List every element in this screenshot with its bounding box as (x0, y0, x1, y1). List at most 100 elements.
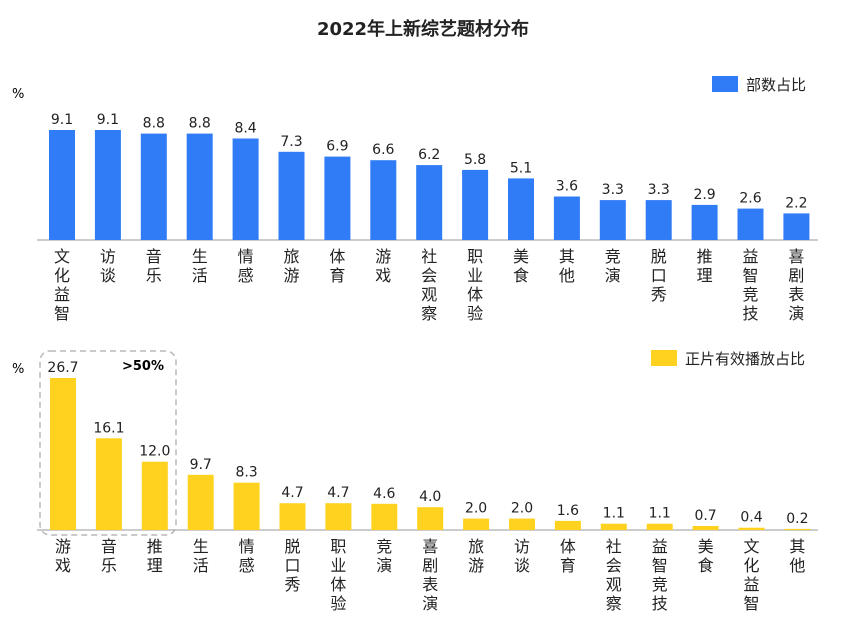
bottom-bar (371, 503, 398, 530)
top-bar (645, 200, 672, 240)
bottom-bar (325, 503, 352, 530)
bottom-value-label: 12.0 (139, 444, 170, 460)
bottom-category-label: 社会观察 (606, 537, 622, 613)
bottom-category-label: 益智竞技 (652, 537, 668, 613)
top-bar (370, 160, 397, 240)
bottom-category-label: 音乐 (101, 537, 117, 575)
bottom-value-label: 1.1 (603, 506, 625, 522)
top-value-label: 6.9 (326, 139, 348, 155)
top-bar (599, 200, 626, 240)
top-bars-group: 9.1 文化益智 9.1 访谈 8.8 音乐 8.8 生活 8.4 情感 7.3 旅游 6.9 体育 6.6… (49, 112, 810, 323)
top-category-label: 推理 (697, 247, 713, 285)
bottom-bar (233, 482, 260, 530)
bottom-bar (463, 518, 490, 530)
bottom-bar (646, 523, 673, 530)
bottom-value-label: 4.6 (373, 486, 395, 502)
bottom-value-label: 2.0 (465, 501, 487, 517)
top-bar (278, 151, 305, 240)
bottom-bar (50, 378, 76, 530)
top-category-label: 竞演 (605, 247, 621, 285)
top-category-label: 益智竞技 (742, 247, 758, 323)
top-value-label: 6.6 (372, 142, 394, 158)
top-bar (232, 138, 259, 240)
top-bar (186, 133, 213, 240)
top-category-label: 生活 (192, 247, 208, 285)
bottom-category-label: 情感 (239, 537, 255, 575)
top-category-label: 喜剧表演 (788, 247, 804, 323)
bottom-bars-group: 26.7 游戏 16.1 音乐 12.0 推理 9.7 生活 8.3 情感 4.7 脱口秀 4.7 职业体… (47, 360, 811, 613)
top-value-label: 3.3 (602, 182, 624, 198)
bottom-legend-swatch (651, 350, 677, 366)
bottom-bar (279, 503, 306, 530)
top-bar (737, 208, 764, 240)
bottom-bar (417, 507, 444, 530)
top-value-label: 8.8 (189, 116, 211, 132)
top-value-label: 9.1 (51, 112, 73, 128)
top3-highlight-box (39, 350, 177, 536)
top-unit-label: % (12, 87, 24, 102)
top-value-label: 3.3 (648, 182, 670, 198)
bottom-value-label: 0.4 (740, 510, 762, 526)
top-value-label: 9.1 (97, 112, 119, 128)
top-category-label: 游戏 (375, 247, 391, 285)
top3-annotation: >50% (122, 359, 164, 374)
top-bar (553, 196, 580, 240)
bottom-category-label: 其他 (789, 537, 805, 575)
bottom-category-label: 竞演 (376, 537, 392, 575)
bottom-category-label: 喜剧表演 (422, 537, 438, 613)
bottom-category-label: 访谈 (514, 537, 530, 575)
top-category-label: 体育 (329, 247, 345, 285)
top-value-label: 8.4 (234, 121, 256, 137)
bottom-bar (784, 528, 811, 530)
top-category-label: 旅游 (283, 247, 299, 285)
bottom-category-label: 推理 (147, 537, 163, 575)
bottom-bar (600, 523, 627, 530)
top-legend-swatch (712, 76, 738, 92)
bottom-category-label: 美食 (698, 537, 714, 575)
bottom-value-label: 26.7 (47, 360, 78, 376)
bottom-value-label: 8.3 (235, 465, 257, 481)
top-bar (94, 130, 121, 240)
bottom-value-label: 1.6 (557, 503, 579, 519)
top-bar (783, 213, 810, 240)
top-bar (462, 169, 489, 240)
bottom-category-label: 脱口秀 (284, 537, 300, 594)
top-bar (140, 133, 167, 240)
bottom-category-label: 职业体验 (330, 537, 346, 613)
top-category-label: 情感 (238, 247, 254, 285)
top-value-label: 2.9 (693, 187, 715, 203)
bottom-value-label: 16.1 (93, 420, 124, 436)
bottom-category-label: 体育 (560, 537, 576, 575)
top-bar (691, 204, 718, 240)
top-category-label: 脱口秀 (651, 247, 667, 304)
top-category-label: 访谈 (100, 247, 116, 285)
bottom-category-label: 旅游 (468, 537, 484, 575)
top-category-label: 文化益智 (54, 247, 70, 323)
bottom-value-label: 4.0 (419, 489, 441, 505)
bottom-category-label: 游戏 (55, 537, 71, 575)
top-category-label: 音乐 (146, 247, 162, 285)
top-value-label: 5.1 (510, 160, 532, 176)
bottom-value-label: 9.7 (190, 457, 212, 473)
top-category-label: 社会观察 (421, 247, 437, 323)
top-category-label: 其他 (559, 247, 575, 285)
bottom-bar (187, 474, 214, 530)
bottom-value-label: 1.1 (649, 506, 671, 522)
bottom-value-label: 4.7 (281, 485, 303, 501)
bottom-category-label: 生活 (193, 537, 209, 575)
chart-title: 2022年上新综艺题材分布 (317, 18, 529, 40)
bottom-value-label: 4.7 (327, 485, 349, 501)
bottom-value-label: 0.2 (786, 511, 808, 527)
top-value-label: 2.6 (739, 191, 761, 207)
top-bar (324, 156, 351, 240)
top-bar (416, 165, 443, 240)
top-category-label: 职业体验 (467, 247, 483, 323)
bottom-bar (554, 520, 581, 530)
bottom-value-label: 2.0 (511, 501, 533, 517)
top-bar (508, 178, 534, 240)
top-value-label: 3.6 (556, 179, 578, 195)
top-legend-label: 部数占比 (746, 76, 806, 94)
top-value-label: 8.8 (143, 116, 165, 132)
